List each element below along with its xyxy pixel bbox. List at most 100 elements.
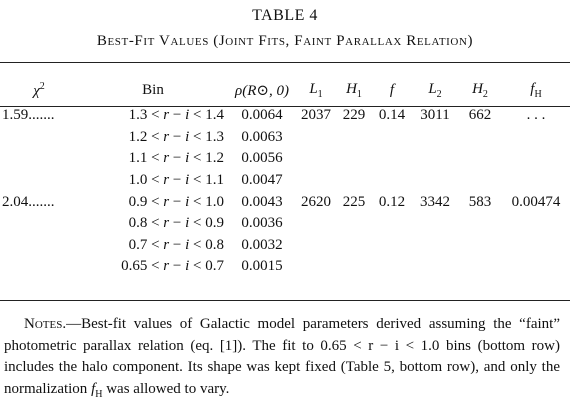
table-cell	[336, 213, 372, 235]
table-cell	[412, 170, 458, 192]
table-cell	[502, 170, 570, 192]
table-cell	[296, 170, 336, 192]
notes-text: was allowed to vary.	[102, 380, 230, 397]
table-cell: 662	[468, 107, 492, 124]
header-sub: H	[534, 88, 542, 100]
table-cell: 0.0056	[241, 150, 283, 167]
table-cell: 0.0036	[241, 215, 283, 232]
header-text: L	[428, 80, 437, 97]
table-cell: 3342	[420, 193, 450, 210]
column-header: ρ(R⊙, 0)	[228, 75, 296, 105]
header-text: H	[346, 80, 357, 97]
table-cell	[336, 235, 372, 257]
table-cell	[372, 127, 412, 149]
table-cell	[458, 127, 502, 149]
table-cell	[296, 256, 336, 278]
header-text: H	[472, 80, 483, 97]
table-cell	[502, 148, 570, 170]
bottom-rule	[0, 300, 570, 301]
data-table: χ2 Bin ρ(R⊙, 0) L1 H1 f L2 H2 fH 1.59....... 1.3 …	[0, 75, 570, 278]
notes-text: —Best-fit values of Galactic model param…	[4, 316, 560, 397]
table-cell: 0.0043	[241, 193, 283, 210]
table-cell	[412, 127, 458, 149]
table-cell	[372, 213, 412, 235]
table-cell: . . .	[526, 107, 546, 124]
table-cell	[458, 256, 502, 278]
column-header: f	[372, 75, 412, 105]
table-cell	[296, 213, 336, 235]
top-rule	[0, 62, 570, 63]
table-cell: 0.14	[378, 107, 406, 124]
table-cell: 2037	[301, 107, 331, 124]
header-text: f	[530, 80, 535, 97]
table-cell: 0.65 < r − i < 0.7	[121, 258, 224, 275]
table-cell	[458, 235, 502, 257]
notes-symbol-sub: H	[95, 388, 103, 400]
table-cell: 3011	[420, 107, 450, 124]
table-cell	[372, 235, 412, 257]
table-cell	[336, 127, 372, 149]
table-cell: 0.8 < r − i < 0.9	[128, 215, 224, 232]
table-cell: 1.2 < r − i < 1.3	[128, 128, 224, 145]
table-cell: 0.0064	[241, 107, 283, 124]
table-notes: Notes.—Best-fit values of Galactic model…	[4, 314, 560, 405]
column-header: L1	[296, 75, 336, 105]
table-cell: 2.04.......	[2, 193, 55, 210]
table-cell: 1.0 < r − i < 1.1	[128, 172, 224, 189]
header-rule	[0, 106, 570, 107]
table-cell: 1.1 < r − i < 1.2	[128, 150, 224, 167]
table-cell: 0.0032	[241, 236, 283, 253]
table-cell	[372, 148, 412, 170]
table-row: 1.1 < r − i < 1.2 0.0056	[0, 148, 570, 170]
header-text: f	[389, 81, 395, 98]
table-cell	[296, 235, 336, 257]
table-cell: 583	[468, 193, 492, 210]
header-sub: 1	[317, 88, 323, 100]
table-cell	[296, 148, 336, 170]
notes-symbol: f	[91, 380, 96, 397]
table-cell	[0, 256, 78, 278]
table-cell: 229	[342, 107, 366, 124]
table-cell	[502, 213, 570, 235]
table-cell	[336, 148, 372, 170]
header-text: L	[309, 80, 318, 97]
table-row: 1.59....... 1.3 < r − i < 1.4 0.0064 2037 22…	[0, 105, 570, 127]
table-cell	[412, 213, 458, 235]
table-cell	[0, 127, 78, 149]
table-cell	[502, 256, 570, 278]
table-cell	[458, 170, 502, 192]
table-row: 0.7 < r − i < 0.8 0.0032	[0, 235, 570, 257]
table-cell: 2620	[301, 193, 331, 210]
table-cell: 0.12	[378, 193, 406, 210]
column-header: H1	[336, 75, 372, 105]
table-cell	[336, 170, 372, 192]
table-cell	[372, 170, 412, 192]
header-text: ρ(R⊙, 0)	[235, 82, 289, 99]
table-cell	[296, 127, 336, 149]
table-cell	[336, 256, 372, 278]
table-cell: 1.3 < r − i < 1.4	[128, 107, 224, 124]
table-cell	[0, 235, 78, 257]
column-header: Bin	[78, 75, 228, 105]
table-subtitle: Best-Fit Values (Joint Fits, Faint Paral…	[96, 33, 474, 49]
table-cell	[0, 170, 78, 192]
table-cell: 0.7 < r − i < 0.8	[128, 236, 224, 253]
table-cell	[412, 148, 458, 170]
table-cell: 1.59.......	[2, 107, 55, 124]
column-header: H2	[458, 75, 502, 105]
header-sub: 2	[436, 88, 442, 100]
table-cell	[502, 127, 570, 149]
table-cell	[502, 235, 570, 257]
table-cell: 0.0063	[241, 128, 283, 145]
table-row: 0.8 < r − i < 0.9 0.0036	[0, 213, 570, 235]
table-cell	[0, 148, 78, 170]
table-cell: 0.9 < r − i < 1.0	[128, 193, 224, 210]
header-sup: 2	[39, 80, 45, 92]
table-cell	[458, 213, 502, 235]
column-header: L2	[412, 75, 458, 105]
table-cell: 0.00474	[511, 193, 561, 210]
table-cell	[412, 235, 458, 257]
table-cell	[0, 213, 78, 235]
table-cell: 0.0047	[241, 172, 283, 189]
